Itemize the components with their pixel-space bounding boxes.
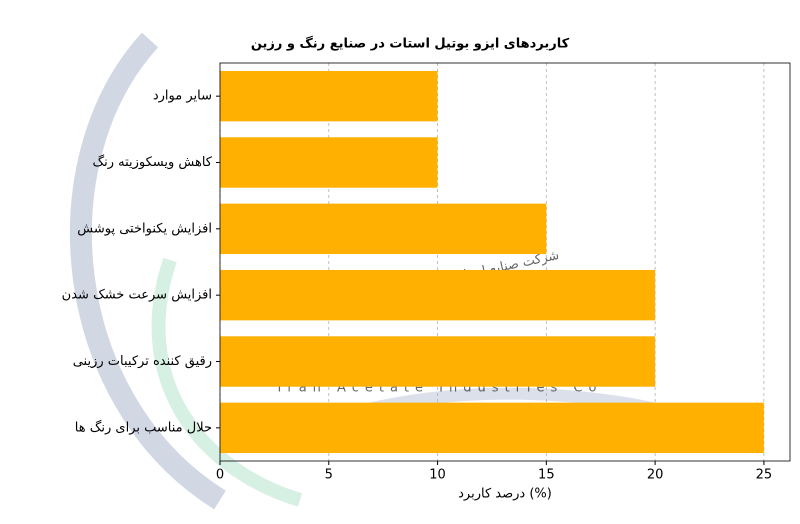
y-tick-label: کاهش ویسکوزیته رنگ xyxy=(92,154,212,170)
x-tick-label: 10 xyxy=(429,468,446,483)
bar xyxy=(220,137,438,188)
chart-title: کاربردهای ایزو بوتیل استات در صنایع رنگ … xyxy=(251,36,570,52)
y-tick-label: افزایش سرعت خشک شدن xyxy=(62,288,212,303)
bar xyxy=(220,203,547,255)
y-tick-label: رقیق کننده ترکیبات رزینی xyxy=(73,354,212,369)
y-tick-label: حلال مناسب برای رنگ ها xyxy=(75,419,212,435)
x-tick-label: 0 xyxy=(216,468,224,483)
x-axis-label: درصد کاربرد (%) xyxy=(458,487,552,502)
x-tick-label: 5 xyxy=(325,468,333,483)
bar xyxy=(220,70,438,122)
x-tick-label: 20 xyxy=(647,468,664,483)
x-tick-label: 15 xyxy=(538,468,555,483)
y-tick-label: سایر موارد xyxy=(153,89,212,104)
bar xyxy=(220,336,656,387)
plot-frame xyxy=(219,62,791,462)
bar xyxy=(220,402,764,454)
bar xyxy=(220,269,656,321)
x-tick-label: 25 xyxy=(756,468,773,483)
y-tick-label: افزایش یکنواختی پوشش xyxy=(77,221,212,236)
